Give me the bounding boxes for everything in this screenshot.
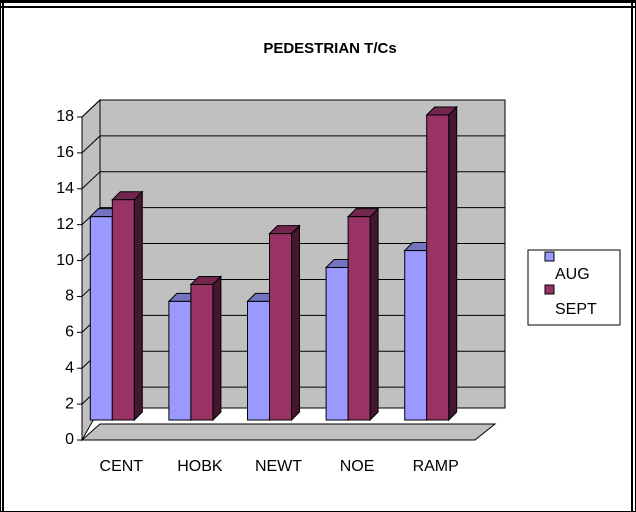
y-tick-label: 10	[56, 252, 74, 269]
bar-side	[448, 105, 458, 422]
grid-line	[81, 99, 101, 118]
x-tick-label: RAMP	[413, 458, 459, 475]
y-tick-label: 12	[56, 216, 74, 233]
bar	[347, 216, 371, 421]
bar-side	[369, 207, 379, 422]
y-tick-label: 18	[56, 108, 74, 125]
y-tick-label: 2	[65, 395, 74, 412]
y-tick-label: 6	[65, 324, 74, 341]
x-tick-label: HOBK	[177, 458, 223, 475]
bar	[325, 267, 349, 421]
x-tick-label: CENT	[100, 458, 144, 475]
y-tick-label: 14	[56, 180, 74, 197]
bar	[190, 283, 214, 421]
legend-label: SEPT	[555, 301, 597, 318]
bar	[168, 300, 192, 421]
bar-side	[291, 224, 300, 422]
bar-side	[212, 275, 222, 422]
bar	[269, 233, 292, 421]
floor	[80, 423, 497, 441]
bar	[89, 216, 113, 421]
legend-swatch	[544, 284, 555, 295]
y-tick-label: 4	[65, 359, 74, 376]
legend-box	[527, 249, 621, 326]
x-tick-label: NEWT	[255, 458, 302, 475]
y-tick-label: 0	[65, 431, 74, 448]
x-tick-label: NOE	[340, 458, 375, 475]
legend-label: AUG	[555, 266, 590, 283]
y-tick-label: 8	[65, 288, 74, 305]
grid-line	[81, 171, 101, 190]
bar-side	[133, 190, 143, 422]
y-tick-label: 16	[56, 144, 74, 161]
bar	[404, 250, 428, 421]
grid-line	[81, 135, 101, 154]
bar	[426, 114, 450, 421]
legend-swatch	[544, 251, 555, 262]
bar	[247, 300, 270, 421]
chart-title: PEDESTRIAN T/Cs	[263, 40, 396, 57]
bar	[111, 199, 135, 421]
